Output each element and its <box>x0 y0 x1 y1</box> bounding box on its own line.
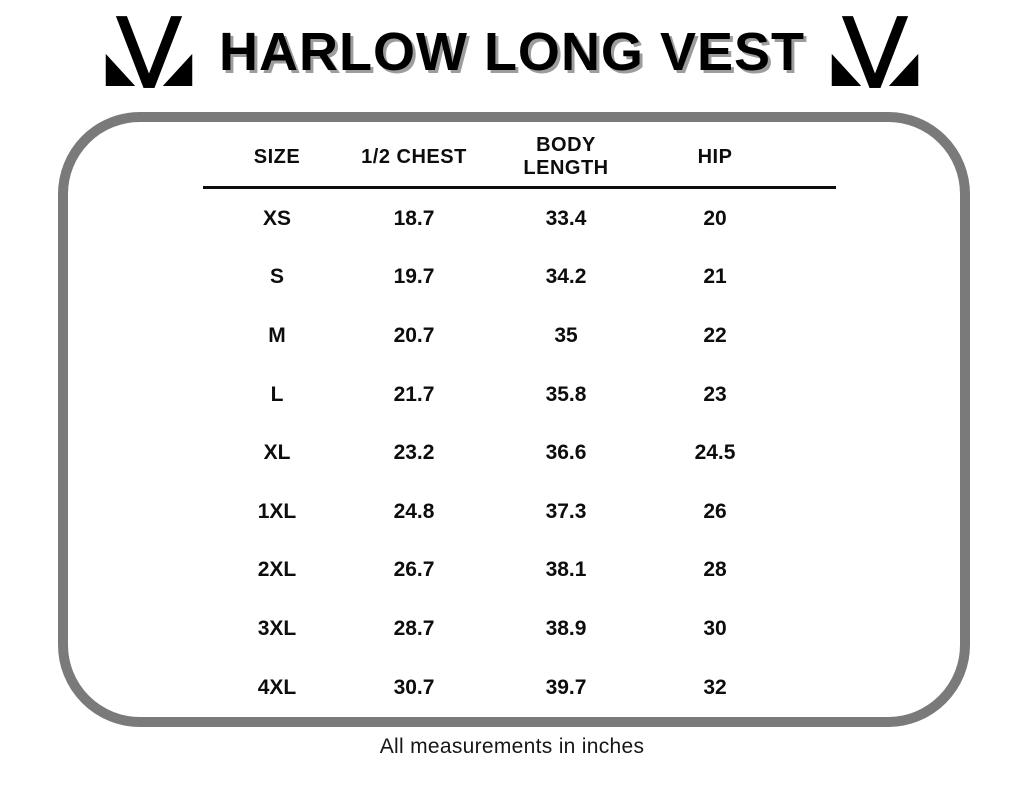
hip-cell: 30 <box>703 616 727 640</box>
size-cell: 3XL <box>257 616 297 640</box>
hip-cell: 22 <box>703 323 727 347</box>
hip-cell: 28 <box>703 558 727 582</box>
m-logo-icon <box>105 16 193 88</box>
column-header-hip: HIP <box>697 145 733 168</box>
size-cell: S <box>269 265 284 289</box>
half-chest-cell: 28.7 <box>393 616 435 640</box>
body-length-cell: 37.3 <box>545 499 587 523</box>
half-chest-cell: 26.7 <box>393 558 435 582</box>
hip-cell: 26 <box>703 499 727 523</box>
page-title: HARLOW LONG VEST <box>219 22 805 82</box>
size-cell: 4XL <box>257 675 297 699</box>
size-cell: XS <box>262 206 291 230</box>
table-header-row: SIZE 1/2 CHEST BODY LENGTH HIP <box>203 128 775 186</box>
half-chest-cell: 20.7 <box>393 323 435 347</box>
hip-cell: 32 <box>703 675 727 699</box>
half-chest-cell: 19.7 <box>393 265 435 289</box>
size-cell: L <box>270 382 284 406</box>
table-body: XS 18.7 33.4 20 S 19.7 34.2 21 M 20.7 35 22 L 21.7 35.… <box>203 189 775 716</box>
hip-cell: 24.5 <box>694 441 736 465</box>
body-length-cell: 36.6 <box>545 441 587 465</box>
footnote: All measurements in inches <box>379 735 645 758</box>
size-cell: M <box>268 323 286 347</box>
rounded-frame <box>58 112 970 727</box>
body-length-cell: 34.2 <box>545 265 587 289</box>
size-cell: 2XL <box>257 558 297 582</box>
m-logo-icon <box>831 16 919 88</box>
body-length-cell: 39.7 <box>545 675 587 699</box>
body-length-cell: 35.8 <box>545 382 587 406</box>
header-divider-line <box>203 186 836 189</box>
column-header-size: SIZE <box>253 145 301 168</box>
half-chest-cell: 24.8 <box>393 499 435 523</box>
body-length-cell: 38.9 <box>545 616 587 640</box>
hip-cell: 20 <box>703 206 727 230</box>
column-header-body_length: BODY LENGTH <box>523 134 609 179</box>
half-chest-cell: 23.2 <box>393 441 435 465</box>
body-length-cell: 38.1 <box>545 558 587 582</box>
body-length-cell: 33.4 <box>545 206 587 230</box>
half-chest-cell: 18.7 <box>393 206 435 230</box>
hip-cell: 21 <box>703 265 727 289</box>
body-length-cell: 35 <box>554 323 578 347</box>
column-header-half_chest: 1/2 CHEST <box>361 145 467 168</box>
hip-cell: 23 <box>703 382 727 406</box>
half-chest-cell: 30.7 <box>393 675 435 699</box>
half-chest-cell: 21.7 <box>393 382 435 406</box>
header: HARLOW LONG VEST <box>0 14 1024 90</box>
size-cell: 1XL <box>257 499 297 523</box>
size-cell: XL <box>263 441 291 465</box>
